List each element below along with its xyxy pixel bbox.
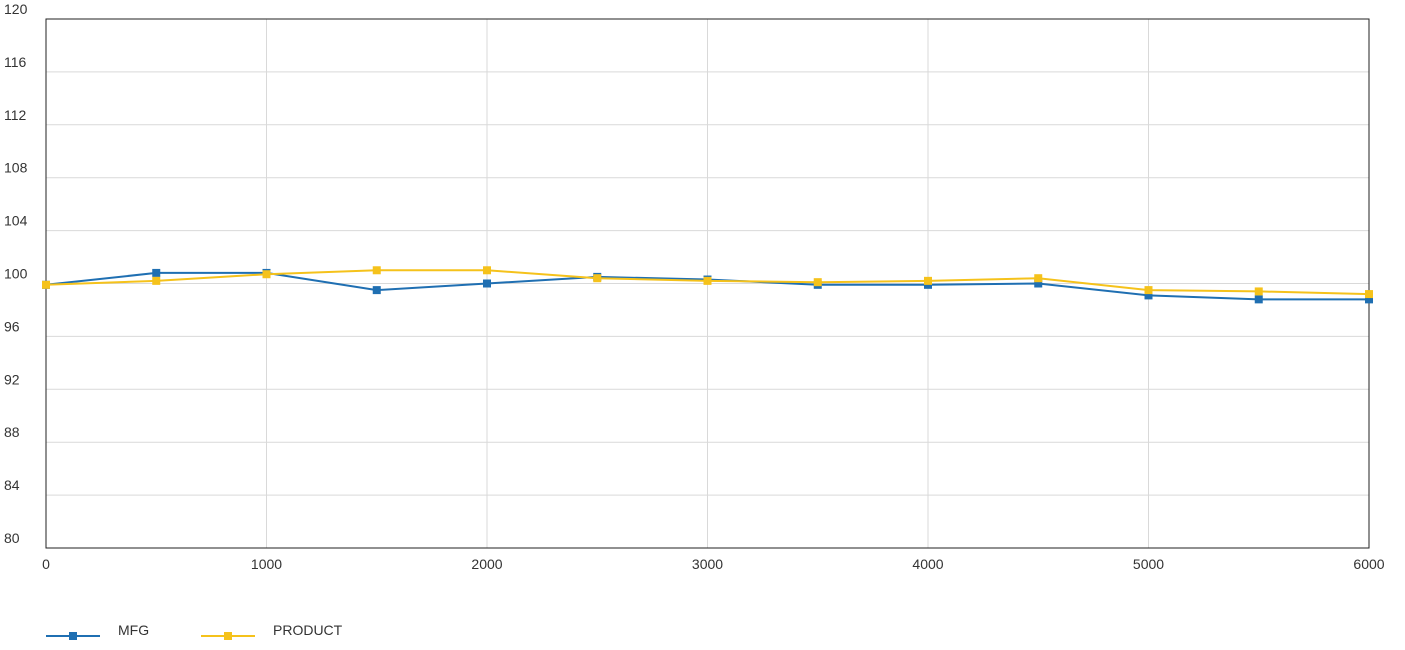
y-tick-label: 104 — [4, 213, 28, 229]
x-tick-label: 3000 — [692, 556, 723, 572]
x-tick-label: 1000 — [251, 556, 282, 572]
data-point-marker — [372, 266, 381, 275]
data-point-marker — [262, 270, 271, 279]
x-tick-label: 5000 — [1133, 556, 1164, 572]
y-tick-label: 112 — [4, 107, 27, 123]
y-tick-label: 84 — [4, 477, 20, 493]
y-tick-label: 100 — [4, 266, 28, 282]
data-point-marker — [1365, 290, 1373, 299]
data-point-marker — [703, 276, 712, 285]
y-tick-label: 96 — [4, 318, 20, 334]
legend-marker-icon — [224, 632, 232, 640]
data-point-marker — [1254, 295, 1263, 304]
data-point-marker — [593, 274, 602, 283]
data-point-marker — [1144, 291, 1153, 300]
data-point-marker — [1254, 287, 1263, 296]
legend-label: PRODUCT — [273, 622, 343, 638]
legend-item: PRODUCT — [201, 622, 343, 640]
legend: MFG PRODUCT — [46, 622, 343, 640]
data-point-marker — [1034, 274, 1043, 283]
legend-label: MFG — [118, 622, 149, 638]
data-point-marker — [42, 280, 50, 289]
x-tick-label: 2000 — [471, 556, 502, 572]
data-point-marker — [152, 276, 161, 285]
y-tick-label: 80 — [4, 530, 20, 546]
series-lines — [42, 266, 1373, 304]
data-point-marker — [924, 276, 932, 285]
x-tick-label: 0 — [42, 556, 50, 572]
data-point-marker — [1034, 279, 1043, 288]
data-point-marker — [372, 286, 381, 295]
data-point-marker — [1365, 295, 1373, 304]
legend-marker-icon — [69, 632, 77, 640]
data-point-marker — [152, 268, 161, 277]
data-point-marker — [813, 278, 822, 287]
y-tick-label: 116 — [4, 54, 27, 70]
x-tick-label: 4000 — [912, 556, 943, 572]
data-point-marker — [1144, 286, 1153, 295]
data-point-marker — [483, 279, 491, 288]
y-tick-label: 120 — [4, 1, 28, 17]
y-tick-label: 88 — [4, 424, 20, 440]
data-point-marker — [483, 266, 491, 275]
y-tick-label: 108 — [4, 160, 28, 176]
axes: 80 84 88 92 96 100 104 108 112 116 120 0 1000 2000 300… — [4, 1, 1385, 572]
x-tick-label: 6000 — [1353, 556, 1384, 572]
y-tick-label: 92 — [4, 371, 20, 387]
legend-item: MFG — [46, 622, 149, 640]
